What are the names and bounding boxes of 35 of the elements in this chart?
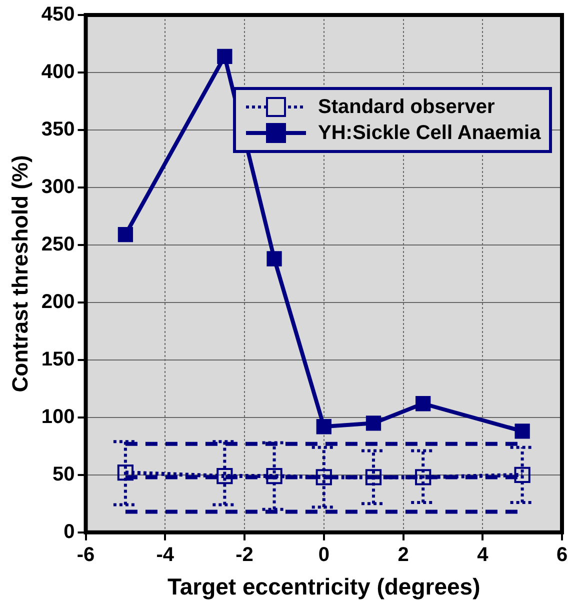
y-tick-label: 200 bbox=[41, 290, 75, 313]
x-tick-label: -6 bbox=[76, 544, 95, 566]
x-tick-label: 6 bbox=[556, 544, 568, 566]
point bbox=[118, 227, 134, 242]
y-tick-label: 250 bbox=[41, 233, 75, 256]
point bbox=[266, 251, 282, 266]
y-tick-label: 100 bbox=[41, 406, 75, 428]
legend-label: YH:Sickle Cell Anaemia bbox=[318, 122, 541, 144]
point bbox=[316, 469, 332, 486]
x-tick-label: 4 bbox=[477, 544, 490, 566]
x-tick-label: -4 bbox=[156, 544, 175, 566]
y-tick-label: 450 bbox=[41, 4, 75, 26]
point bbox=[217, 48, 232, 64]
point bbox=[514, 424, 530, 439]
x-tick-label: -2 bbox=[236, 544, 254, 566]
x-tick-label: 2 bbox=[398, 544, 409, 566]
point bbox=[216, 468, 233, 484]
point bbox=[117, 464, 134, 481]
point bbox=[415, 469, 432, 486]
point bbox=[316, 419, 332, 434]
x-tick-label: 0 bbox=[318, 544, 330, 566]
y-tick-label: 400 bbox=[41, 61, 75, 84]
x-axis-title: Target eccentricity (degrees) bbox=[168, 574, 480, 600]
y-tick-label: 50 bbox=[52, 463, 75, 486]
y-tick-label: 300 bbox=[41, 176, 75, 198]
point bbox=[514, 466, 530, 483]
legend-label: Standard observer bbox=[318, 96, 495, 118]
y-tick-label: 0 bbox=[64, 520, 75, 543]
point bbox=[416, 396, 431, 412]
y-tick-label: 350 bbox=[41, 118, 75, 140]
y-axis-title: Contrast threshold (%) bbox=[7, 155, 32, 392]
point bbox=[366, 416, 382, 431]
point bbox=[266, 468, 282, 484]
point bbox=[365, 469, 382, 486]
y-tick-label: 150 bbox=[41, 348, 75, 370]
